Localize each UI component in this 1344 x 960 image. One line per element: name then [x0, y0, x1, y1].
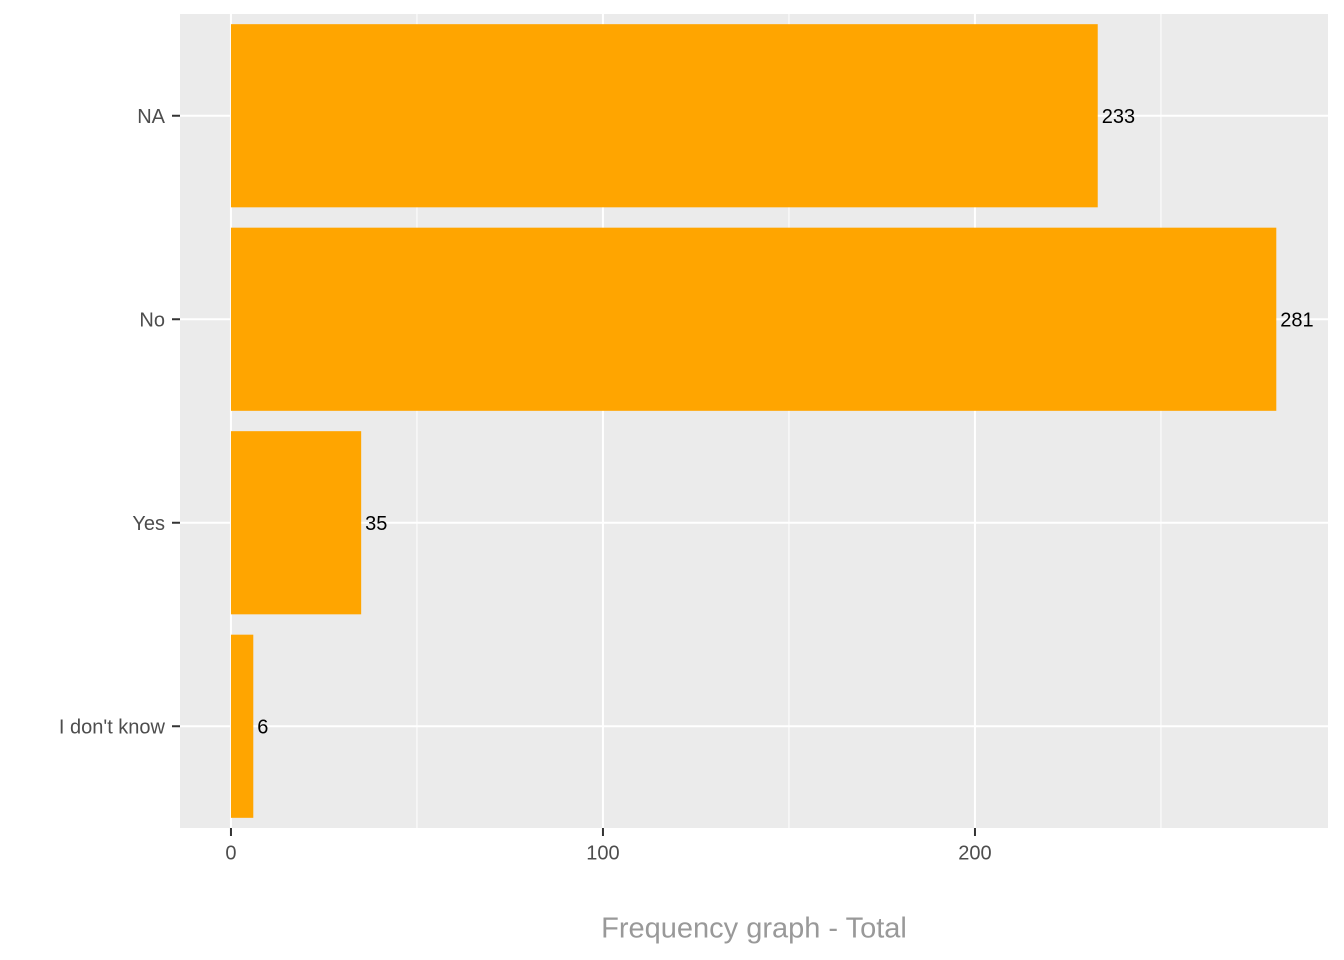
x-axis-title: Frequency graph - Total [601, 913, 907, 945]
y-tick-label: I don't know [59, 717, 166, 739]
x-tick-label: 200 [958, 842, 991, 864]
y-tick-label: Yes [132, 513, 165, 535]
data-label: 233 [1102, 106, 1135, 128]
x-tick-label: 100 [586, 842, 619, 864]
y-tick-label: NA [137, 106, 165, 128]
data-label: 35 [365, 513, 387, 535]
bar [230, 24, 1098, 208]
data-label: 281 [1280, 310, 1313, 332]
bar [230, 634, 254, 818]
bar [230, 431, 362, 615]
bar [230, 227, 1277, 411]
data-label: 6 [257, 717, 268, 739]
y-tick-label: No [139, 310, 165, 332]
x-tick-label: 0 [225, 842, 236, 864]
